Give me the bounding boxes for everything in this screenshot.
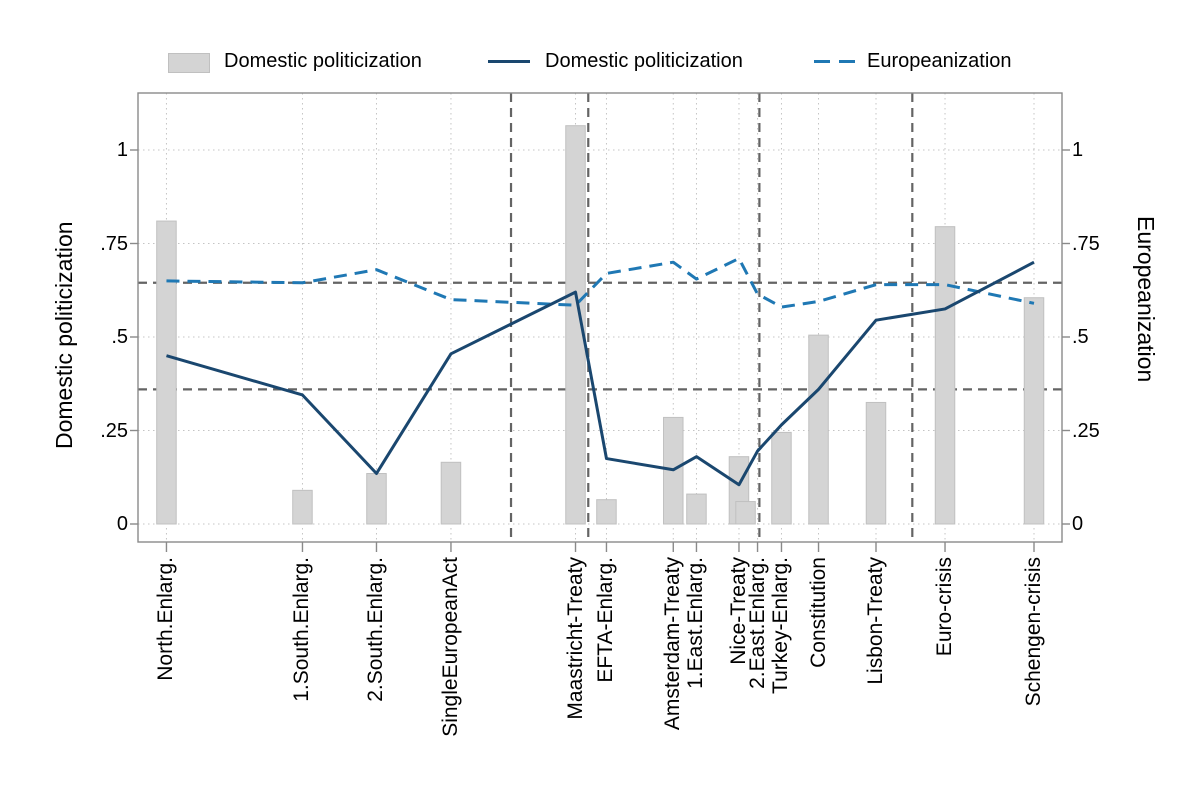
x-axis-category-label: North.Enlarg. xyxy=(154,557,178,681)
domestic-politicization-line xyxy=(166,260,1035,487)
x-axis-category-label: 1.East.Enlarg. xyxy=(684,557,708,689)
left-axis-tick-label: 0 xyxy=(116,513,128,535)
left-axis-tick-label: .75 xyxy=(100,232,128,255)
legend-label-line: Domestic politicization xyxy=(545,50,743,72)
plot-border xyxy=(137,92,1063,543)
x-axis-category-label: 2.East.Enlarg. xyxy=(745,557,769,689)
x-axis-category-label: Amsterdam-Treaty xyxy=(661,557,685,731)
bar xyxy=(808,334,829,525)
bar xyxy=(366,473,387,525)
dash-segment xyxy=(814,60,830,63)
x-axis-category-label: Schengen-crisis xyxy=(1022,557,1045,707)
bar xyxy=(934,226,956,525)
bar xyxy=(735,501,756,525)
x-axis-category-label: 1.South.Enlarg. xyxy=(290,557,314,702)
legend-label-europeanization: Europeanization xyxy=(867,50,1012,72)
bar xyxy=(865,401,887,525)
right-axis-tick-label: .5 xyxy=(1072,326,1089,348)
x-axis-category-label: Turkey-Enlarg. xyxy=(769,557,793,694)
bar xyxy=(565,125,586,525)
bar xyxy=(156,220,177,525)
bar xyxy=(1023,297,1045,525)
left-axis-tick-label: .25 xyxy=(100,419,128,442)
legend-solid-line-swatch xyxy=(488,60,530,63)
left-axis-tick-label: .5 xyxy=(111,326,128,348)
bar xyxy=(686,493,707,525)
x-axis-category-label: EFTA-Enlarg. xyxy=(594,557,618,683)
x-axis-category-label: Constitution xyxy=(806,557,830,668)
legend-bar-swatch xyxy=(168,53,210,73)
right-axis-tick-label: 0 xyxy=(1072,513,1084,535)
x-axis-category-label: Lisbon-Treaty xyxy=(863,557,887,685)
x-axis-category-label: Maastricht-Treaty xyxy=(563,557,587,720)
bar xyxy=(596,499,617,525)
plot-area xyxy=(130,92,1070,552)
right-axis-tick-label: .25 xyxy=(1072,419,1100,442)
bar xyxy=(440,461,462,525)
x-axis-category-label: 2.South.Enlarg. xyxy=(364,557,388,702)
left-axis-tick-label: 1 xyxy=(116,139,128,161)
europeanization-line xyxy=(166,256,1035,309)
legend-dashed-line-swatch xyxy=(814,60,858,63)
x-axis-category-label: SingleEuropeanAct xyxy=(438,557,462,737)
right-axis-tick-label: 1 xyxy=(1072,139,1084,161)
right-axis-tick-label: .75 xyxy=(1072,232,1100,255)
legend-label-bars: Domestic politicization xyxy=(224,50,422,72)
x-axis-category-label: Euro-crisis xyxy=(933,557,957,657)
dash-segment xyxy=(839,60,855,63)
bar xyxy=(771,431,792,525)
bar xyxy=(292,489,313,525)
